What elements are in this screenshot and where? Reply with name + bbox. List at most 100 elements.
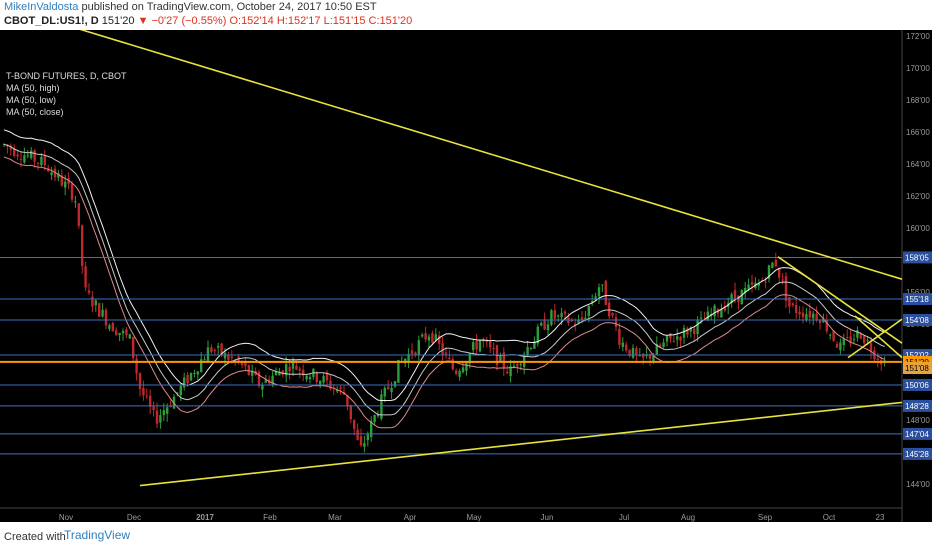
candle-body bbox=[366, 434, 369, 441]
legend-ma-high[interactable]: MA (50, high) bbox=[6, 83, 60, 93]
candle-body bbox=[193, 372, 196, 374]
candle-body bbox=[502, 352, 505, 369]
candle-body bbox=[298, 368, 301, 371]
legend-ma-close[interactable]: MA (50, close) bbox=[6, 107, 64, 117]
candle-body bbox=[625, 344, 628, 351]
candle-body bbox=[64, 181, 67, 188]
candle-body bbox=[169, 405, 172, 407]
candle-body bbox=[805, 314, 808, 321]
candle-body bbox=[213, 350, 216, 352]
candle-body bbox=[67, 178, 70, 184]
candle-body bbox=[271, 375, 274, 386]
candle-body bbox=[414, 352, 417, 355]
candle-body bbox=[200, 359, 203, 372]
candle-body bbox=[638, 355, 641, 357]
candle-body bbox=[288, 366, 291, 372]
candle-body bbox=[706, 311, 709, 321]
price-tick-label: 168'00 bbox=[906, 96, 930, 105]
author-link[interactable]: MikeInValdosta bbox=[4, 1, 79, 13]
candle-body bbox=[94, 300, 97, 306]
candle-body bbox=[652, 354, 655, 362]
publish-header: MikeInValdosta published on TradingView.… bbox=[0, 0, 932, 30]
candle-body bbox=[81, 225, 84, 266]
price-tick-label: 162'00 bbox=[906, 192, 930, 201]
candle-body bbox=[353, 419, 356, 430]
candle-body bbox=[387, 386, 390, 390]
candle-body bbox=[417, 340, 420, 355]
candle-body bbox=[795, 305, 798, 314]
candle-body bbox=[519, 364, 522, 366]
candle-body bbox=[217, 345, 220, 348]
candle-body bbox=[104, 309, 108, 326]
price-level-label: 154'08 bbox=[905, 316, 929, 325]
candle-body bbox=[230, 356, 233, 358]
candle-body bbox=[543, 319, 546, 330]
candle-body bbox=[77, 203, 80, 226]
candle-body bbox=[468, 352, 471, 364]
candle-body bbox=[210, 347, 213, 352]
candle-body bbox=[876, 358, 879, 360]
candle-body bbox=[251, 370, 254, 376]
candle-body bbox=[145, 395, 148, 397]
candle-body bbox=[183, 377, 186, 388]
candle-body bbox=[472, 342, 475, 351]
candle-body bbox=[560, 312, 563, 318]
price-level-box bbox=[903, 314, 932, 326]
candle-body bbox=[281, 370, 284, 375]
price-chart[interactable]: 172'00 170'00 168'00 166'00 164'00 162'00 160'… bbox=[0, 30, 932, 522]
ohlc-high: H:152'17 bbox=[276, 15, 321, 27]
candle-body bbox=[240, 361, 244, 366]
candle-body bbox=[451, 359, 454, 370]
candle-body bbox=[142, 387, 145, 396]
candle-body bbox=[744, 288, 747, 293]
candle-body bbox=[591, 300, 594, 303]
candle-body bbox=[455, 370, 458, 375]
chart-area[interactable]: 172'00 170'00 168'00 166'00 164'00 162'00 160'… bbox=[0, 30, 932, 522]
trendline bbox=[854, 315, 903, 359]
candle-body bbox=[421, 334, 424, 337]
candle-body bbox=[373, 415, 376, 423]
candle-body bbox=[149, 395, 152, 407]
candle-body bbox=[57, 173, 60, 178]
candle-body bbox=[223, 352, 227, 359]
price-level-box bbox=[903, 427, 932, 440]
time-tick-label: Dec bbox=[127, 513, 141, 522]
time-tick-label: Oct bbox=[823, 513, 836, 522]
candle-body bbox=[461, 367, 465, 373]
candle-body bbox=[801, 312, 805, 318]
chart-legend: T-BOND FUTURES, D, CBOT MA (50, high) MA… bbox=[6, 70, 127, 118]
candle-body bbox=[98, 303, 101, 317]
candle-body bbox=[152, 406, 155, 410]
footer: Created with TradingView bbox=[0, 522, 932, 550]
candle-body bbox=[642, 353, 645, 358]
candle-body bbox=[19, 158, 23, 160]
price-level-label: 150'06 bbox=[905, 381, 929, 390]
candle-body bbox=[475, 341, 478, 350]
candle-body bbox=[587, 305, 590, 317]
candle-body bbox=[274, 371, 278, 376]
candle-body bbox=[91, 296, 94, 307]
candle-body bbox=[723, 306, 726, 311]
candle-body bbox=[631, 347, 635, 358]
candle-body bbox=[791, 303, 794, 306]
publish-info: MikeInValdosta published on TradingView.… bbox=[4, 1, 377, 13]
published-text: published on TradingView.com, October 24… bbox=[81, 1, 377, 13]
candle-body bbox=[815, 313, 818, 321]
candle-body bbox=[852, 339, 856, 341]
legend-ma-low[interactable]: MA (50, low) bbox=[6, 95, 57, 105]
created-with-text: Created with bbox=[4, 531, 66, 543]
candle-body bbox=[849, 336, 852, 344]
candle-body bbox=[856, 330, 859, 338]
candle-body bbox=[659, 344, 662, 347]
candle-body bbox=[720, 309, 723, 318]
tradingview-logo[interactable]: TradingView bbox=[64, 528, 131, 542]
ohlc-low: L:151'15 bbox=[323, 15, 366, 27]
candle-body bbox=[227, 354, 230, 360]
candle-body bbox=[135, 358, 138, 374]
candle-body bbox=[506, 371, 509, 374]
price-tick-label: 166'00 bbox=[906, 128, 930, 137]
candle-body bbox=[832, 330, 835, 341]
candle-body bbox=[594, 296, 597, 301]
candle-body bbox=[179, 385, 182, 396]
candle-body bbox=[628, 349, 631, 356]
